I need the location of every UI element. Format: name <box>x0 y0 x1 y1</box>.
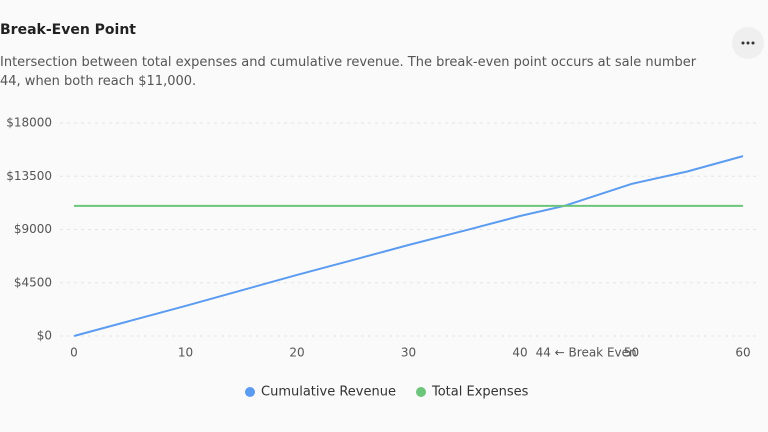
legend-swatch <box>245 387 255 397</box>
chart-subtitle: Intersection between total expenses and … <box>0 55 697 89</box>
legend-swatch <box>416 387 426 397</box>
menu-icon <box>741 41 755 45</box>
x-tick-label: 0 <box>70 346 78 360</box>
x-tick-label: 10 <box>178 346 193 360</box>
x-tick-label: 44 ← Break Even <box>536 346 637 360</box>
x-tick-label: 50 <box>624 346 639 360</box>
legend-label: Cumulative Revenue <box>261 385 396 400</box>
legend-label: Total Expenses <box>431 385 529 400</box>
x-tick-label: 20 <box>289 346 304 360</box>
series-line <box>73 155 744 337</box>
x-tick-label: 40 <box>512 346 527 360</box>
menu-button[interactable] <box>732 27 764 59</box>
y-tick-label: $0 <box>37 329 52 343</box>
y-tick-label: $9000 <box>14 222 52 236</box>
y-tick-label: $4500 <box>14 275 52 289</box>
x-tick-label: 30 <box>401 346 416 360</box>
y-tick-label: $13500 <box>6 169 52 183</box>
chart-title: Break-Even Point <box>0 22 137 38</box>
x-tick-label: 60 <box>735 346 750 360</box>
y-tick-label: $18000 <box>6 116 52 130</box>
